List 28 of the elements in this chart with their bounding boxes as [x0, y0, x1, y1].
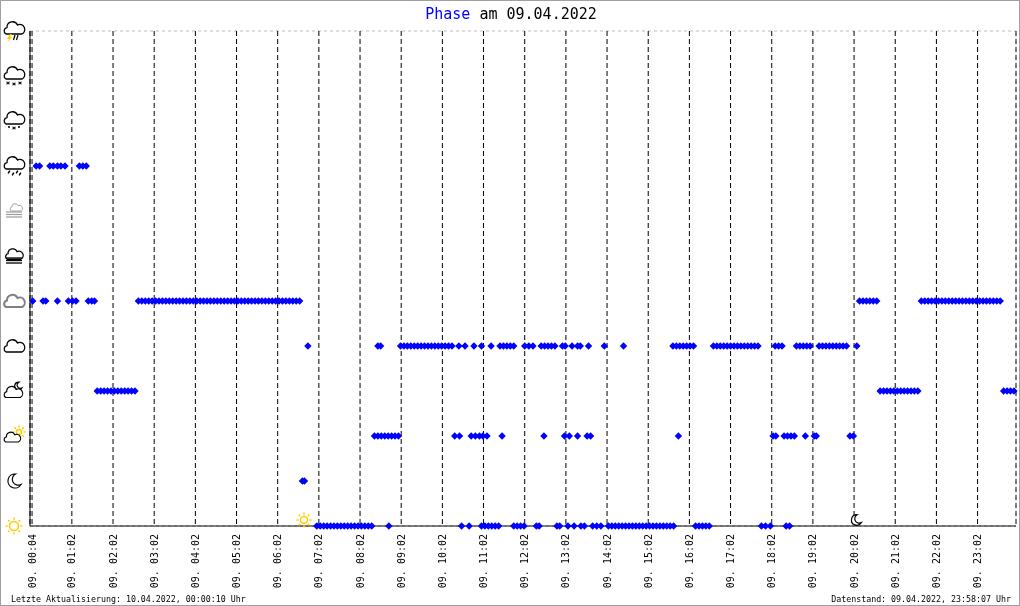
x-tick-label: 09. 17:02 — [725, 534, 737, 589]
x-tick-label: 09. 19:02 — [807, 534, 819, 589]
x-tick-label: 09. 01:02 — [66, 534, 78, 589]
x-tick-label: 09. 11:02 — [478, 534, 490, 589]
text: Letzte Aktualisierung: 10.04.2022, 00:00:10 Uhr — [11, 594, 246, 604]
x-tick-label: 09. 00:04 — [26, 534, 38, 589]
x-tick-label: 09. 03:02 — [148, 534, 160, 589]
x-tick-label: 09. 13:02 — [560, 534, 572, 589]
x-tick-label: 09. 07:02 — [313, 534, 325, 589]
x-tick-label: 09. 08:02 — [354, 534, 366, 589]
x-tick-label: 09. 14:02 — [601, 534, 613, 589]
x-tick-label: 09. 15:02 — [642, 534, 654, 589]
x-tick-label: 09. 16:02 — [683, 534, 695, 589]
x-tick-label: 09. 21:02 — [889, 534, 901, 589]
x-tick-label: 09. 05:02 — [231, 534, 243, 589]
x-tick-label: 09. 20:02 — [848, 534, 860, 589]
x-tick-label: 09. 18:02 — [766, 534, 778, 589]
text: Phase — [425, 5, 471, 23]
x-tick-label: 09. 02:02 — [107, 534, 119, 589]
x-tick-label: 09. 10:02 — [436, 534, 448, 589]
text: Datenstand: 09.04.2022, 23:58:07 Uhr — [831, 594, 1011, 604]
x-tick-label: 09. 22:02 — [930, 534, 942, 589]
x-tick-label: 09. 23:02 — [972, 534, 984, 589]
x-tick-label: 09. 09:02 — [395, 534, 407, 589]
chart-title: am 09.04.2022 — [479, 5, 597, 23]
x-tick-label: 09. 04:02 — [189, 534, 201, 589]
x-tick-label: 09. 06:02 — [272, 534, 284, 589]
x-tick-label: 09. 12:02 — [519, 534, 531, 589]
